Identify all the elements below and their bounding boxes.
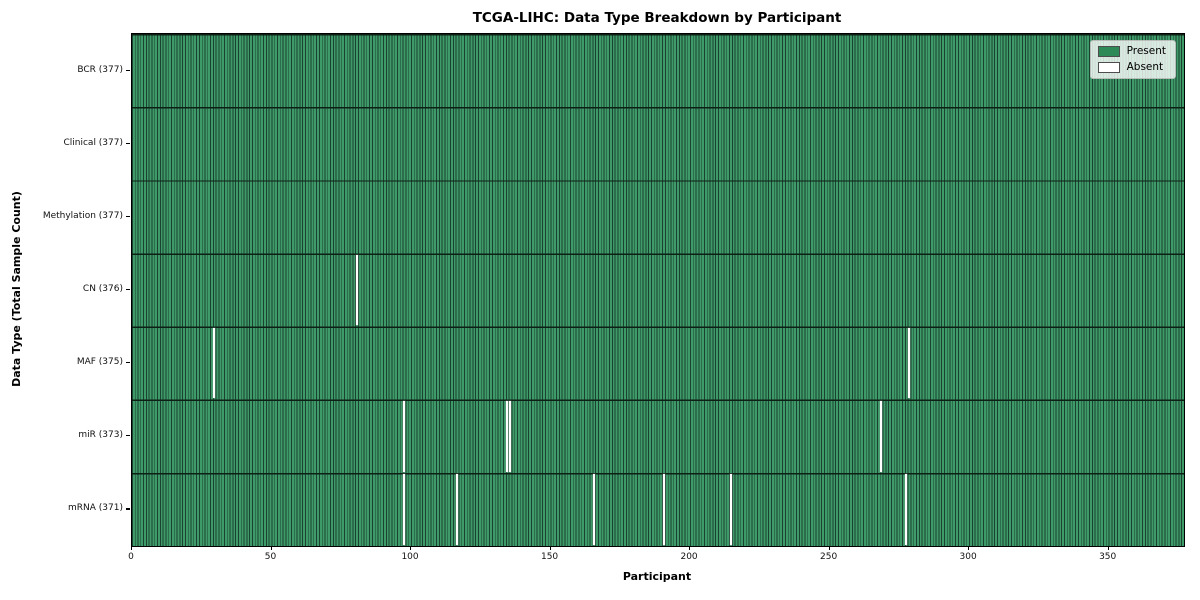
chart-title: TCGA-LIHC: Data Type Breakdown by Partic… <box>472 10 842 26</box>
legend-item-absent: Absent <box>1097 61 1166 73</box>
absent-bar <box>506 401 509 472</box>
data-row-BCR <box>132 34 1184 107</box>
y-tick-mark <box>126 508 130 510</box>
data-row-mRNA <box>132 473 1184 546</box>
legend-label-present: Present <box>1126 45 1166 57</box>
x-tick-mark <box>131 546 133 550</box>
y-tick-mark <box>126 215 130 218</box>
absent-swatch-icon <box>1097 62 1120 73</box>
data-row-MAF <box>132 327 1184 400</box>
y-tick-label: miR (373) <box>78 430 123 441</box>
legend-item-present: Present <box>1097 45 1166 57</box>
absent-bar <box>662 474 665 545</box>
data-row-CN <box>132 253 1184 326</box>
x-tick-mark <box>410 546 412 550</box>
data-row-Clinical <box>132 107 1184 180</box>
absent-bar <box>908 327 911 399</box>
x-tick-mark <box>689 546 691 550</box>
x-tick-label: 50 <box>264 552 277 562</box>
x-tick-label: 300 <box>959 552 977 562</box>
y-tick-label: mRNA (371) <box>68 503 123 514</box>
absent-bar <box>403 474 406 545</box>
absent-bar <box>880 401 883 472</box>
legend: Present Absent <box>1089 40 1176 79</box>
absent-bar <box>403 401 406 472</box>
y-tick-mark <box>126 69 130 71</box>
y-tick-mark <box>126 435 130 437</box>
data-row-miR <box>132 400 1184 473</box>
x-axis-label: Participant <box>622 570 692 583</box>
data-row-Methylation <box>132 180 1184 253</box>
plot-area: Present Absent <box>131 33 1185 547</box>
x-tick-mark <box>828 546 830 550</box>
legend-label-absent: Absent <box>1126 61 1164 73</box>
absent-bar <box>213 327 216 399</box>
x-tick-label: 350 <box>1099 552 1117 562</box>
x-tick-mark <box>1107 546 1109 550</box>
y-tick-label: Clinical (377) <box>63 137 123 148</box>
absent-bar <box>355 254 358 326</box>
absent-bar <box>592 474 595 545</box>
y-tick-mark <box>126 289 130 291</box>
y-tick-mark <box>126 142 130 144</box>
x-tick-label: 250 <box>820 552 838 562</box>
x-tick-label: 100 <box>401 552 419 562</box>
x-tick-label: 150 <box>540 552 559 562</box>
x-tick-label: 0 <box>128 552 134 562</box>
x-tick-mark <box>549 546 551 550</box>
absent-bar <box>729 474 732 545</box>
absent-bar <box>905 474 908 545</box>
present-swatch-icon <box>1097 46 1120 57</box>
x-tick-mark <box>968 546 970 550</box>
y-tick-label: CN (376) <box>82 284 123 294</box>
x-tick-mark <box>270 546 272 550</box>
y-tick-mark <box>126 362 130 364</box>
absent-bar <box>456 474 459 545</box>
y-tick-label: MAF (375) <box>76 357 123 368</box>
y-tick-label: Methylation (377) <box>42 210 123 221</box>
x-tick-label: 200 <box>680 552 698 562</box>
y-tick-label: BCR (377) <box>77 64 123 75</box>
absent-bar <box>509 401 512 472</box>
